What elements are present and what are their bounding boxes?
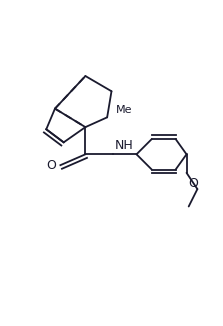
Text: O: O — [46, 159, 56, 172]
Text: Me: Me — [116, 105, 132, 115]
Text: O: O — [189, 177, 198, 190]
Text: NH: NH — [115, 139, 134, 152]
